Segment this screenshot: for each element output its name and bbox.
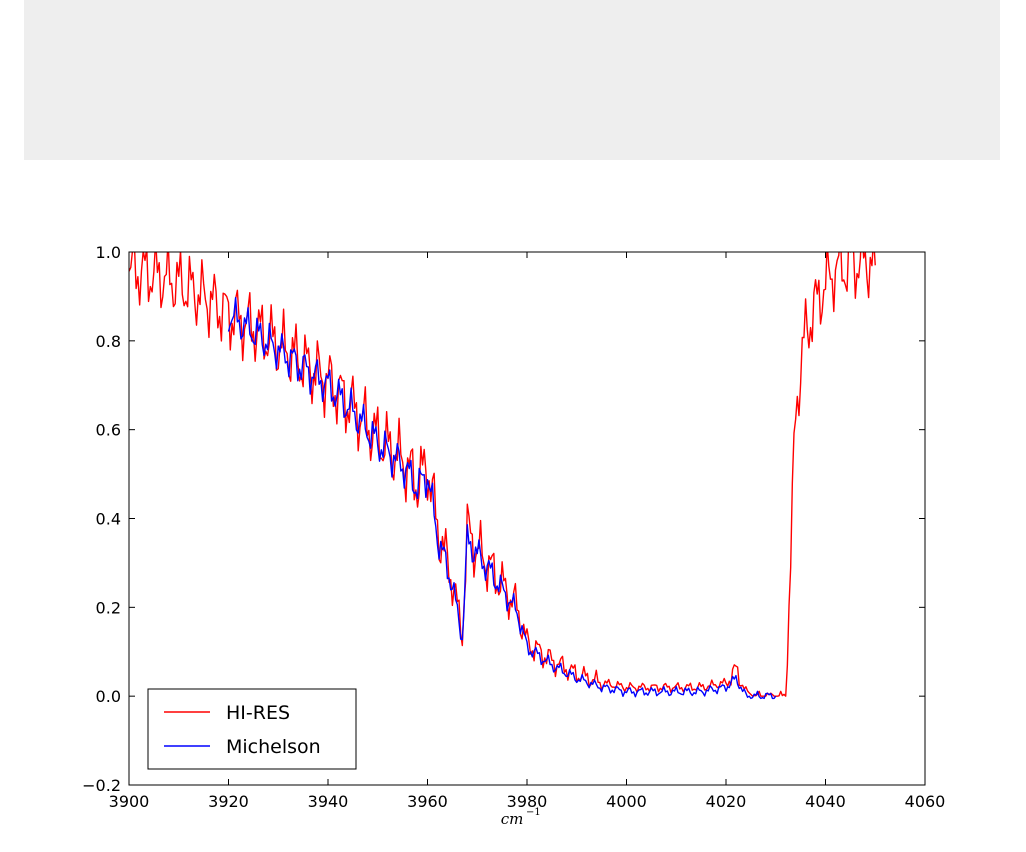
y-tick-label: 0.8 [96,332,121,351]
y-tick-label: 0.4 [96,510,121,529]
x-tick-label: 3940 [308,792,349,811]
x-tick-label: 3960 [407,792,448,811]
y-tick-label: 0.2 [96,598,121,617]
x-axis-label-exponent: −1 [526,807,541,818]
x-tick-label: 4060 [905,792,946,811]
top-banner [24,0,1000,160]
x-tick-label: 4040 [805,792,846,811]
legend: HI-RES Michelson [147,688,357,770]
series-line-michelson [227,296,777,700]
y-tick-label: −0.2 [82,776,121,795]
y-tick-label: 0.6 [96,421,121,440]
x-axis-label-base: cm [501,810,524,828]
x-tick-label: 4000 [606,792,647,811]
x-tick-label: 3900 [109,792,150,811]
x-tick-label: 3980 [507,792,548,811]
y-tick-label: 1.0 [96,243,121,262]
legend-box [147,688,357,770]
legend-label-hires: HI-RES [226,702,290,724]
series-layer [129,252,876,700]
x-tick-label: 4020 [706,792,747,811]
ticks-layer: 3900 3920 3940 3960 3980 4000 4020 4040 4060 −0.2… [82,243,945,811]
y-tick-label: 0.0 [96,687,121,706]
x-tick-label: 3920 [208,792,249,811]
x-axis-label: cm −1 [501,807,541,828]
legend-label-michelson: Michelson [226,736,321,758]
